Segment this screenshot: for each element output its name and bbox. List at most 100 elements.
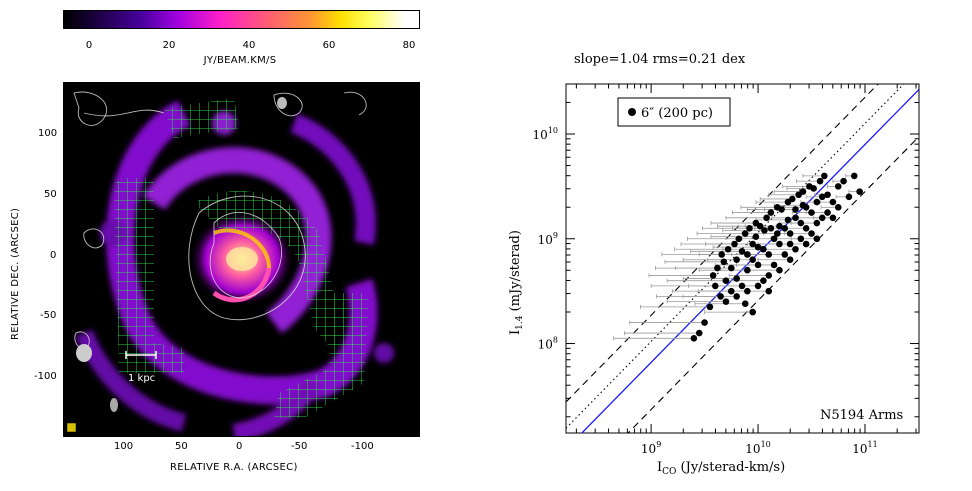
data-point (808, 230, 815, 237)
data-point (813, 198, 821, 206)
colorbar (63, 10, 420, 29)
data-point (786, 230, 794, 237)
y-label-text: (mJy/sterad) (508, 230, 523, 312)
fit-line-best-fit (580, 88, 919, 433)
data-point (810, 185, 817, 192)
y-tick-label: 108 (538, 336, 558, 352)
legend-label: 6″ (200 pc) (641, 106, 713, 121)
colorbar-tick: 20 (162, 40, 176, 51)
data-point (767, 224, 775, 232)
chart-x-label: ICO (Jy/sterad-km/s) (657, 460, 786, 477)
data-point (741, 230, 749, 237)
data-point (733, 256, 740, 264)
data-point (829, 214, 837, 222)
data-point (763, 214, 770, 222)
data-point (792, 206, 799, 213)
galaxy-co-map: 1 kpc (63, 82, 420, 437)
data-point (770, 261, 778, 269)
map-x-tick: -50 (291, 441, 308, 452)
data-point (744, 287, 751, 295)
data-point (856, 188, 863, 195)
x-tick-label: 109 (641, 440, 661, 456)
map-x-tick: -100 (351, 441, 374, 452)
map-y-tick: -50 (40, 310, 57, 321)
colorbar-label: JY/BEAM.KM/S (203, 55, 277, 66)
data-point (714, 264, 721, 272)
data-point (792, 245, 799, 253)
data-point (845, 193, 853, 201)
map-y-tick: -100 (34, 371, 57, 382)
data-point (781, 224, 789, 232)
data-point (695, 329, 703, 337)
data-point (749, 308, 756, 316)
data-point (749, 256, 756, 264)
data-point (733, 275, 740, 282)
data-point (776, 222, 783, 230)
map-x-label: RELATIVE R.A. (ARCSEC) (170, 462, 298, 473)
data-point (813, 219, 821, 227)
data-point (778, 206, 785, 213)
beam-marker (66, 422, 77, 433)
chart-title: slope=1.04 rms=0.21 dex (574, 52, 746, 67)
data-point (799, 188, 807, 195)
colorbar-tick: 80 (402, 40, 416, 51)
data-point (773, 230, 781, 237)
data-point (720, 258, 728, 266)
data-point (749, 240, 756, 248)
map-y-tick: 100 (38, 128, 58, 139)
data-point (813, 235, 821, 243)
data-point (752, 233, 760, 240)
data-point (754, 282, 762, 290)
map-x-tick: 0 (236, 441, 243, 452)
data-point (788, 195, 796, 203)
data-point (760, 277, 767, 284)
data-point (733, 293, 740, 300)
data-point (808, 209, 815, 216)
data-point (760, 245, 767, 253)
data-point (767, 209, 775, 216)
data-point (786, 256, 794, 264)
data-point (824, 209, 831, 216)
colorbar-tick: 60 (322, 40, 336, 51)
legend-box (617, 97, 731, 127)
plot-frame (565, 83, 920, 434)
chart-annotation: N5194 Arms (820, 408, 903, 423)
scalebar-label: 1 kpc (128, 373, 155, 384)
data-point (711, 282, 719, 290)
y-tick-label: 1010 (533, 126, 558, 142)
map-y-tick: 50 (44, 189, 57, 200)
data-point (731, 240, 738, 248)
data-point (746, 224, 753, 232)
data-point (717, 293, 724, 300)
data-point (756, 222, 764, 230)
data-point (722, 298, 730, 305)
data-point (765, 251, 773, 258)
data-point (744, 251, 751, 258)
data-point (850, 172, 858, 180)
data-point (802, 240, 810, 248)
data-point (724, 245, 732, 253)
data-point (818, 193, 826, 201)
data-point (765, 272, 773, 279)
data-point (834, 204, 842, 211)
data-point (754, 243, 762, 251)
colorbar-tick: 40 (242, 40, 256, 51)
data-point (709, 272, 717, 279)
data-point (690, 334, 698, 342)
data-point (792, 214, 799, 222)
data-point (744, 266, 751, 274)
legend-marker (628, 108, 636, 116)
data-point (840, 177, 847, 185)
data-point (824, 191, 831, 199)
data-point (802, 224, 810, 232)
x-tick-label: 1011 (852, 440, 877, 456)
chart-y-label: I1.4 (mJy/sterad) (508, 230, 525, 335)
map-x-tick: 100 (114, 441, 134, 452)
data-point (765, 287, 773, 295)
data-point (797, 235, 805, 243)
data-point (706, 303, 714, 311)
data-point (776, 266, 783, 274)
y-tick-label: 109 (538, 231, 558, 247)
data-point (834, 183, 842, 190)
